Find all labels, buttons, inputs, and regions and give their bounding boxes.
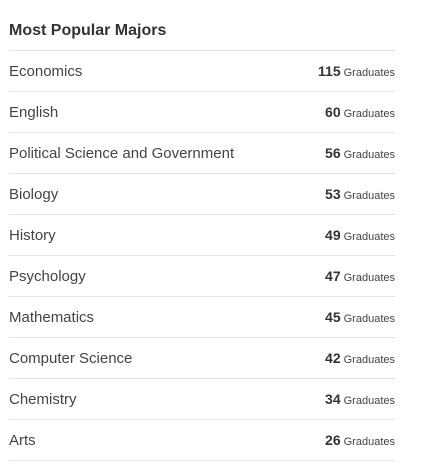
major-row: History 49 Graduates (9, 215, 395, 256)
graduate-count: 115 Graduates (318, 63, 395, 79)
graduate-count: 56 Graduates (325, 145, 395, 161)
graduate-count: 49 Graduates (325, 227, 395, 243)
major-name: History (9, 226, 56, 244)
graduate-count: 53 Graduates (325, 186, 395, 202)
major-name: Economics (9, 62, 83, 80)
major-name: Mathematics (9, 308, 95, 326)
major-name: Chemistry (9, 390, 77, 408)
graduate-count-unit: Graduates (343, 108, 395, 120)
widget-title: Most Popular Majors (9, 20, 395, 51)
graduate-count-unit: Graduates (343, 354, 395, 366)
graduate-count-value: 115 (318, 63, 341, 79)
major-name: English (9, 103, 59, 121)
graduate-count: 42 Graduates (325, 350, 395, 366)
graduate-count-unit: Graduates (343, 231, 395, 243)
popular-majors-widget: Most Popular Majors Economics 115 Gradua… (9, 0, 395, 461)
graduate-count-unit: Graduates (343, 149, 395, 161)
graduate-count-value: 47 (325, 268, 341, 284)
graduate-count-value: 53 (325, 186, 341, 202)
graduate-count-value: 26 (325, 432, 341, 448)
graduate-count-unit: Graduates (343, 395, 395, 407)
major-row: Chemistry 34 Graduates (9, 379, 395, 420)
major-row: Computer Science 42 Graduates (9, 338, 395, 379)
major-row: Psychology 47 Graduates (9, 256, 395, 297)
major-name: Arts (9, 431, 36, 449)
graduate-count-value: 42 (325, 350, 341, 366)
majors-list: Economics 115 Graduates English 60 Gradu… (9, 51, 395, 461)
graduate-count-value: 60 (325, 104, 341, 120)
graduate-count: 34 Graduates (325, 391, 395, 407)
graduate-count-unit: Graduates (343, 436, 395, 448)
graduate-count: 60 Graduates (325, 104, 395, 120)
major-name: Computer Science (9, 349, 133, 367)
major-name: Biology (9, 185, 59, 203)
graduate-count-unit: Graduates (343, 272, 395, 284)
major-row: Biology 53 Graduates (9, 174, 395, 215)
major-row: Political Science and Government 56 Grad… (9, 133, 395, 174)
graduate-count: 26 Graduates (325, 432, 395, 448)
major-row: English 60 Graduates (9, 92, 395, 133)
graduate-count-value: 49 (325, 227, 341, 243)
graduate-count: 47 Graduates (325, 268, 395, 284)
major-name: Political Science and Government (9, 144, 235, 162)
major-row: Economics 115 Graduates (9, 51, 395, 92)
graduate-count-unit: Graduates (343, 67, 395, 79)
major-row: Arts 26 Graduates (9, 420, 395, 461)
graduate-count-value: 45 (325, 309, 341, 325)
graduate-count-value: 56 (325, 145, 341, 161)
graduate-count: 45 Graduates (325, 309, 395, 325)
graduate-count-unit: Graduates (343, 313, 395, 325)
major-row: Mathematics 45 Graduates (9, 297, 395, 338)
graduate-count-unit: Graduates (343, 190, 395, 202)
graduate-count-value: 34 (325, 391, 341, 407)
major-name: Psychology (9, 267, 86, 285)
